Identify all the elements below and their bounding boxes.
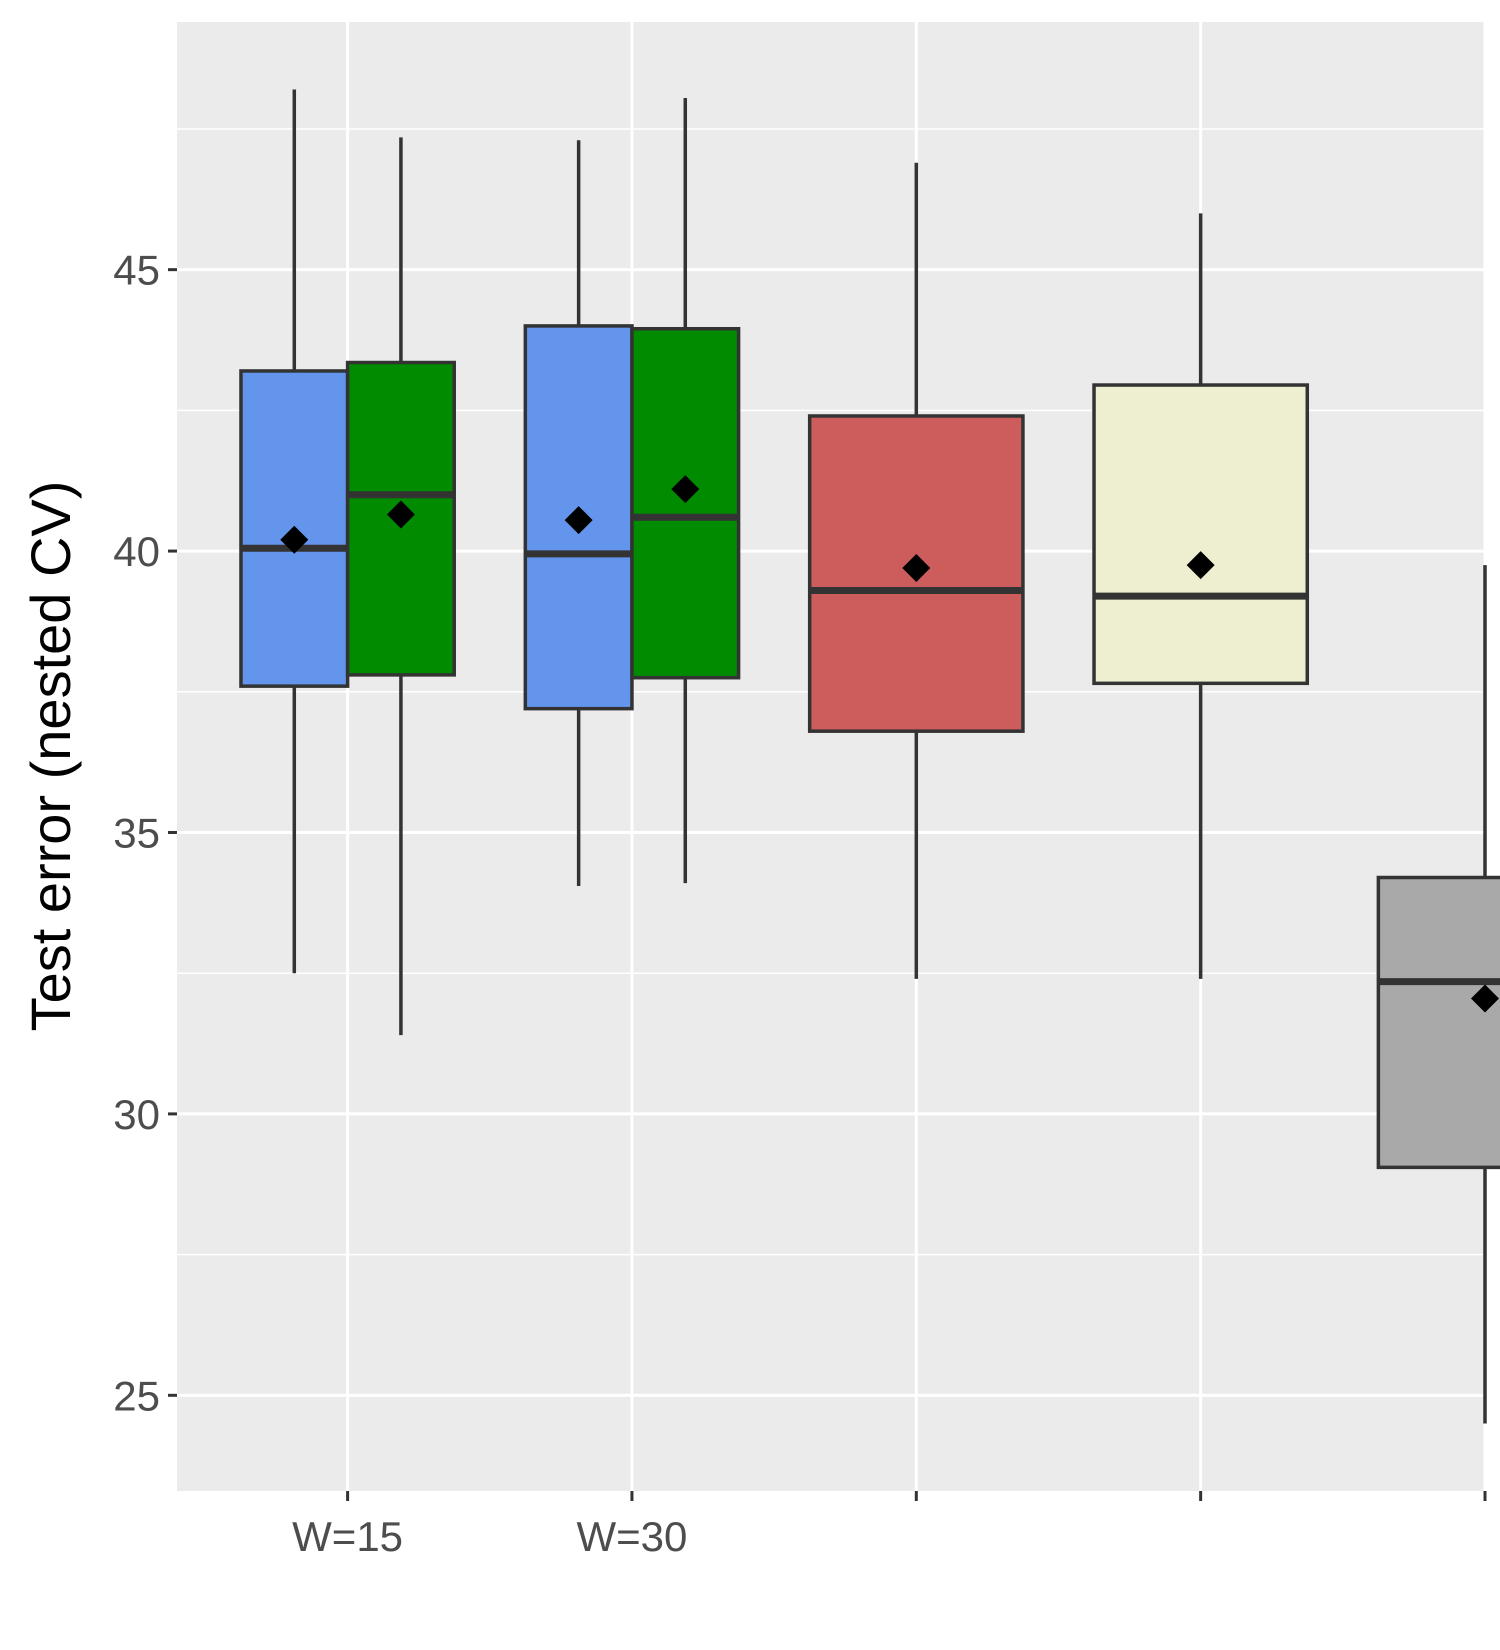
mean-marker bbox=[1471, 984, 1499, 1013]
mean-marker bbox=[671, 475, 700, 504]
mean-marker bbox=[280, 525, 309, 554]
y-tick-label: 45 bbox=[113, 247, 160, 294]
y-axis: 25 30 35 40 45 bbox=[113, 247, 177, 1419]
y-axis-title: Test error (nested CV) bbox=[19, 481, 82, 1032]
box-6 bbox=[1092, 213, 1310, 979]
mean-marker bbox=[386, 500, 415, 529]
box-5 bbox=[807, 162, 1025, 979]
y-tick-label: 30 bbox=[113, 1091, 160, 1138]
y-tick-label: 35 bbox=[113, 809, 160, 856]
x-axis: W=15 W=30 bbox=[292, 1491, 1487, 1560]
box-1 bbox=[239, 89, 350, 974]
x-tick-label: W=30 bbox=[577, 1513, 688, 1560]
box-body bbox=[1376, 875, 1500, 1170]
box-7 bbox=[1376, 565, 1500, 1424]
y-tick-label: 25 bbox=[113, 1372, 160, 1419]
mean-marker bbox=[902, 553, 931, 582]
mean-marker bbox=[564, 506, 593, 535]
box-4 bbox=[630, 97, 741, 884]
y-tick-label: 40 bbox=[113, 528, 160, 575]
box-3 bbox=[523, 140, 634, 886]
box-2 bbox=[345, 137, 456, 1036]
x-tick-label: W=15 bbox=[292, 1513, 403, 1560]
panel-background bbox=[177, 22, 1485, 1491]
box-body bbox=[1092, 383, 1310, 686]
mean-marker bbox=[1186, 551, 1215, 580]
boxes-layer bbox=[239, 89, 1500, 1424]
box-body bbox=[630, 326, 741, 680]
